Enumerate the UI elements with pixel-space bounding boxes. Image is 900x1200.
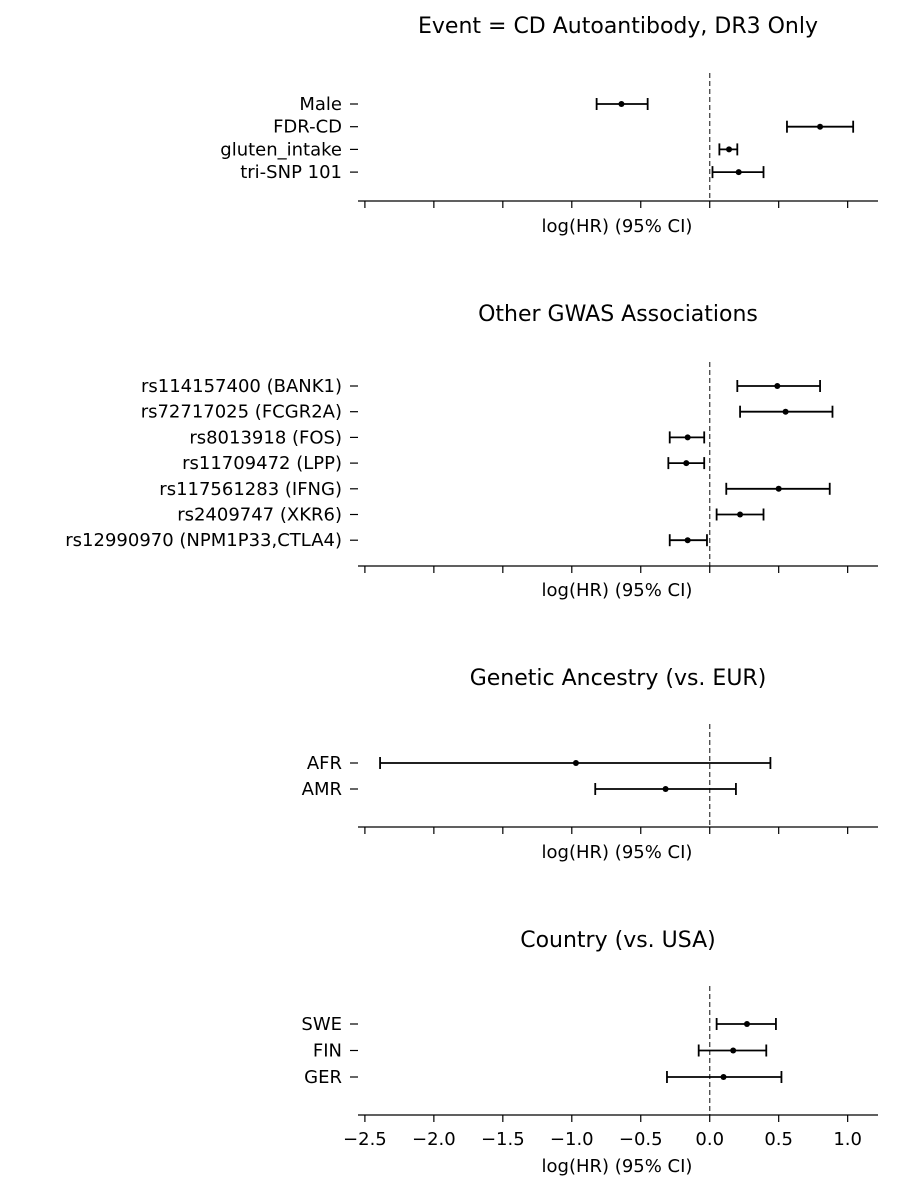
- x-axis-label: log(HR) (95% CI): [542, 1156, 693, 1177]
- panel-title: Country (vs. USA): [520, 928, 716, 953]
- forest-panel-4: Country (vs. USA) SWE FIN GER −2.5 −2.0 −1.5 −1…: [301, 928, 878, 1177]
- x-tick-label: −2.5: [343, 1129, 387, 1150]
- estimate-point: [572, 760, 579, 766]
- x-tick-label: 0.0: [695, 1129, 724, 1150]
- x-tick-label: −0.5: [619, 1129, 663, 1150]
- estimate-point: [730, 1047, 737, 1054]
- estimate-point: [775, 485, 782, 492]
- estimate-point: [817, 123, 824, 130]
- row-label: rs8013918 (FOS): [189, 427, 342, 448]
- row-label: Male: [299, 94, 342, 115]
- estimate-point: [774, 383, 781, 389]
- row-label: rs72717025 (FCGR2A): [141, 402, 342, 423]
- panel-title: Genetic Ancestry (vs. EUR): [470, 666, 767, 691]
- row-label: gluten_intake: [220, 139, 342, 160]
- panel-title: Other GWAS Associations: [478, 302, 758, 327]
- x-tick-label: −1.0: [550, 1129, 594, 1150]
- estimate-point: [720, 1074, 727, 1080]
- estimate-point: [743, 1021, 750, 1027]
- estimate-point: [683, 460, 690, 467]
- row-label: AMR: [302, 779, 342, 800]
- row-label: rs2409747 (XKR6): [177, 505, 342, 526]
- row-label: rs117561283 (IFNG): [159, 479, 342, 500]
- x-axis-label: log(HR) (95% CI): [542, 216, 693, 237]
- x-tick-label: 1.0: [833, 1129, 862, 1150]
- row-label: tri-SNP 101: [240, 162, 342, 183]
- forest-panel-1: Event = CD Autoantibody, DR3 Only MaleFDR…: [220, 14, 878, 237]
- estimate-point: [684, 537, 691, 544]
- estimate-point: [726, 146, 733, 153]
- estimate-point: [735, 169, 742, 176]
- forest-panel-3: Genetic Ancestry (vs. EUR) AFR AMR log(HR) …: [302, 666, 878, 863]
- row-label: rs12990970 (NPM1P33,CTLA4): [65, 530, 342, 551]
- x-tick-label: −1.5: [481, 1129, 525, 1150]
- estimate-point: [662, 786, 669, 792]
- estimate-point: [782, 408, 789, 415]
- estimate-point: [684, 434, 691, 441]
- row-label: rs114157400 (BANK1): [141, 376, 342, 397]
- x-axis-label: log(HR) (95% CI): [542, 842, 693, 863]
- row-label: GER: [304, 1067, 342, 1088]
- row-label: AFR: [307, 753, 342, 774]
- estimate-point: [737, 511, 744, 518]
- forest-panel-2: Other GWAS Associations rs114157400 (BANK…: [65, 302, 878, 601]
- row-label: FDR-CD: [273, 117, 342, 138]
- panel-title: Event = CD Autoantibody, DR3 Only: [418, 14, 818, 39]
- row-label: rs11709472 (LPP): [182, 453, 342, 474]
- row-label: FIN: [313, 1041, 342, 1062]
- x-tick-label: −2.0: [412, 1129, 456, 1150]
- row-label: SWE: [301, 1014, 342, 1035]
- estimate-point: [618, 101, 625, 107]
- x-axis-label: log(HR) (95% CI): [542, 580, 693, 601]
- x-tick-label: 0.5: [764, 1129, 793, 1150]
